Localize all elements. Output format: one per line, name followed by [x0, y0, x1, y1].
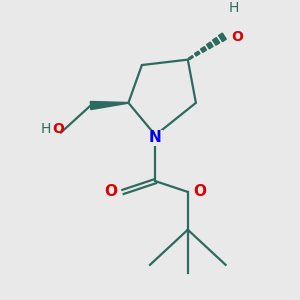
Text: H: H [229, 1, 239, 15]
Polygon shape [201, 46, 206, 52]
Text: O: O [193, 184, 206, 200]
Text: O: O [52, 122, 64, 136]
Text: O: O [105, 184, 118, 200]
Polygon shape [213, 38, 220, 45]
Polygon shape [195, 51, 200, 56]
Polygon shape [189, 56, 193, 60]
Text: H: H [40, 122, 51, 136]
Text: O: O [231, 31, 243, 44]
Text: N: N [149, 130, 162, 146]
Polygon shape [207, 42, 213, 49]
Polygon shape [219, 33, 226, 42]
Polygon shape [90, 101, 128, 110]
